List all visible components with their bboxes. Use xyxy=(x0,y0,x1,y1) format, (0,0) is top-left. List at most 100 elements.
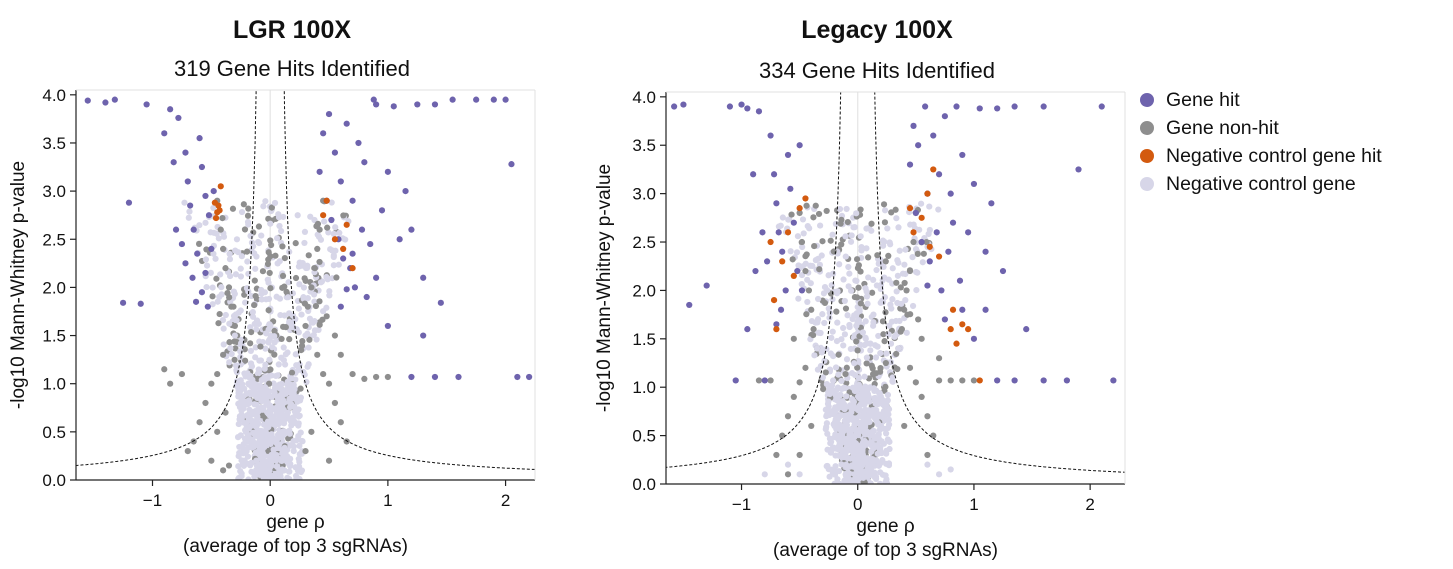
point-negative-control-gene xyxy=(842,471,849,478)
point-negative-control-gene xyxy=(288,375,295,382)
point-negative-control-gene xyxy=(793,249,801,256)
point-gene-hit xyxy=(970,335,978,342)
point-gene-non-hit xyxy=(881,219,889,226)
point-negative-control-gene xyxy=(244,258,251,265)
point-negative-control-gene xyxy=(886,421,893,428)
point-gene-non-hit xyxy=(264,260,272,268)
point-negative-control-gene xyxy=(284,409,291,416)
point-gene-hit xyxy=(703,282,710,289)
point-negative-control-gene xyxy=(902,270,909,278)
point-gene-hit xyxy=(331,149,339,156)
point-negative-control-gene xyxy=(886,438,893,445)
point-gene-non-hit xyxy=(855,284,862,291)
legend-marker xyxy=(1140,93,1154,107)
point-gene-hit xyxy=(508,161,515,168)
point-negative-control-gene xyxy=(284,294,292,301)
point-negative-control-gene xyxy=(251,422,258,429)
point-negative-control-gene xyxy=(843,461,850,468)
point-negative-control-gene xyxy=(910,221,917,228)
point-gene-non-hit xyxy=(959,377,966,384)
point-negative-control-gene xyxy=(824,287,831,294)
point-negative-control-gene xyxy=(181,199,188,206)
point-gene-hit xyxy=(204,303,211,310)
point-gene-hit xyxy=(420,332,427,339)
point-negative-control-gene xyxy=(271,339,278,346)
point-gene-hit xyxy=(982,306,989,313)
point-negative-control-gene xyxy=(832,364,840,371)
point-gene-non-hit xyxy=(869,289,876,296)
point-gene-hit xyxy=(1040,103,1047,110)
point-negative-control-gene xyxy=(857,233,864,240)
point-gene-non-hit xyxy=(912,379,919,386)
point-negative-control-gene xyxy=(873,266,880,274)
point-gene-hit xyxy=(194,250,201,257)
point-negative-control-gene xyxy=(217,271,224,278)
point-negative-control-gene xyxy=(245,400,252,407)
point-gene-non-hit xyxy=(224,290,231,297)
chart-subtitle-legacy: 334 Gene Hits Identified xyxy=(758,58,996,83)
point-negative-control-gene xyxy=(324,276,331,283)
point-negative-control-gene-hit xyxy=(212,214,220,222)
point-negative-control-gene-hit xyxy=(910,229,917,236)
point-gene-non-hit xyxy=(325,380,333,387)
point-negative-control-gene xyxy=(249,376,256,383)
point-gene-hit xyxy=(988,200,995,207)
point-gene-hit xyxy=(349,250,356,257)
point-negative-control-gene xyxy=(815,329,822,336)
point-negative-control-gene xyxy=(237,273,245,280)
x-tick-label: 2 xyxy=(501,491,510,510)
point-gene-hit xyxy=(373,101,380,108)
y-tick-label: 3.5 xyxy=(632,136,656,155)
x-axis-sublabel: (average of top 3 sgRNAs) xyxy=(773,540,998,561)
point-negative-control-gene xyxy=(876,449,884,456)
point-negative-control-gene xyxy=(305,361,312,368)
point-gene-non-hit xyxy=(880,331,887,338)
point-negative-control-gene xyxy=(877,469,884,476)
point-gene-non-hit xyxy=(820,386,827,393)
point-negative-control-gene xyxy=(249,313,257,320)
threshold-curve-left xyxy=(76,90,257,466)
point-negative-control-gene xyxy=(252,467,260,474)
point-negative-control-gene xyxy=(829,296,836,303)
point-gene-non-hit xyxy=(854,294,861,301)
point-gene-hit xyxy=(994,105,1001,112)
point-negative-control-gene xyxy=(231,332,238,339)
point-negative-control-gene xyxy=(215,235,222,242)
point-gene-non-hit xyxy=(838,241,845,248)
point-gene-hit xyxy=(918,238,925,246)
x-tick-label: 1 xyxy=(383,491,392,510)
point-negative-control-gene xyxy=(887,241,894,248)
point-gene-non-hit xyxy=(314,245,321,252)
point-negative-control-gene xyxy=(271,199,279,207)
point-negative-control-gene xyxy=(299,438,306,445)
point-negative-control-gene xyxy=(300,284,308,291)
point-negative-control-gene xyxy=(298,311,305,318)
point-gene-hit xyxy=(182,149,189,156)
point-gene-non-hit xyxy=(252,292,259,300)
point-gene-hit xyxy=(178,240,186,248)
point-gene-non-hit xyxy=(231,356,238,363)
point-gene-hit xyxy=(187,202,194,209)
point-negative-control-gene xyxy=(843,205,850,213)
point-negative-control-gene xyxy=(808,317,815,325)
point-negative-control-gene xyxy=(232,362,240,369)
point-gene-non-hit xyxy=(268,204,275,211)
point-gene-non-hit xyxy=(299,338,306,345)
point-negative-control-gene xyxy=(886,322,893,329)
point-negative-control-gene xyxy=(321,218,328,225)
point-gene-non-hit xyxy=(924,451,931,459)
point-gene-non-hit xyxy=(853,338,860,345)
point-gene-non-hit xyxy=(869,365,876,372)
point-negative-control-gene xyxy=(263,330,270,337)
point-negative-control-gene xyxy=(883,430,890,437)
y-tick-label: 0.5 xyxy=(42,423,66,442)
point-negative-control-gene xyxy=(840,385,847,392)
point-gene-non-hit xyxy=(790,335,797,342)
point-negative-control-gene xyxy=(785,216,792,223)
point-negative-control-gene xyxy=(848,409,855,416)
point-negative-control-gene xyxy=(220,341,227,348)
point-negative-control-gene-hit xyxy=(340,245,347,252)
point-gene-hit xyxy=(196,135,203,142)
point-negative-control-gene-hit xyxy=(949,306,957,313)
point-gene-non-hit xyxy=(251,277,258,284)
